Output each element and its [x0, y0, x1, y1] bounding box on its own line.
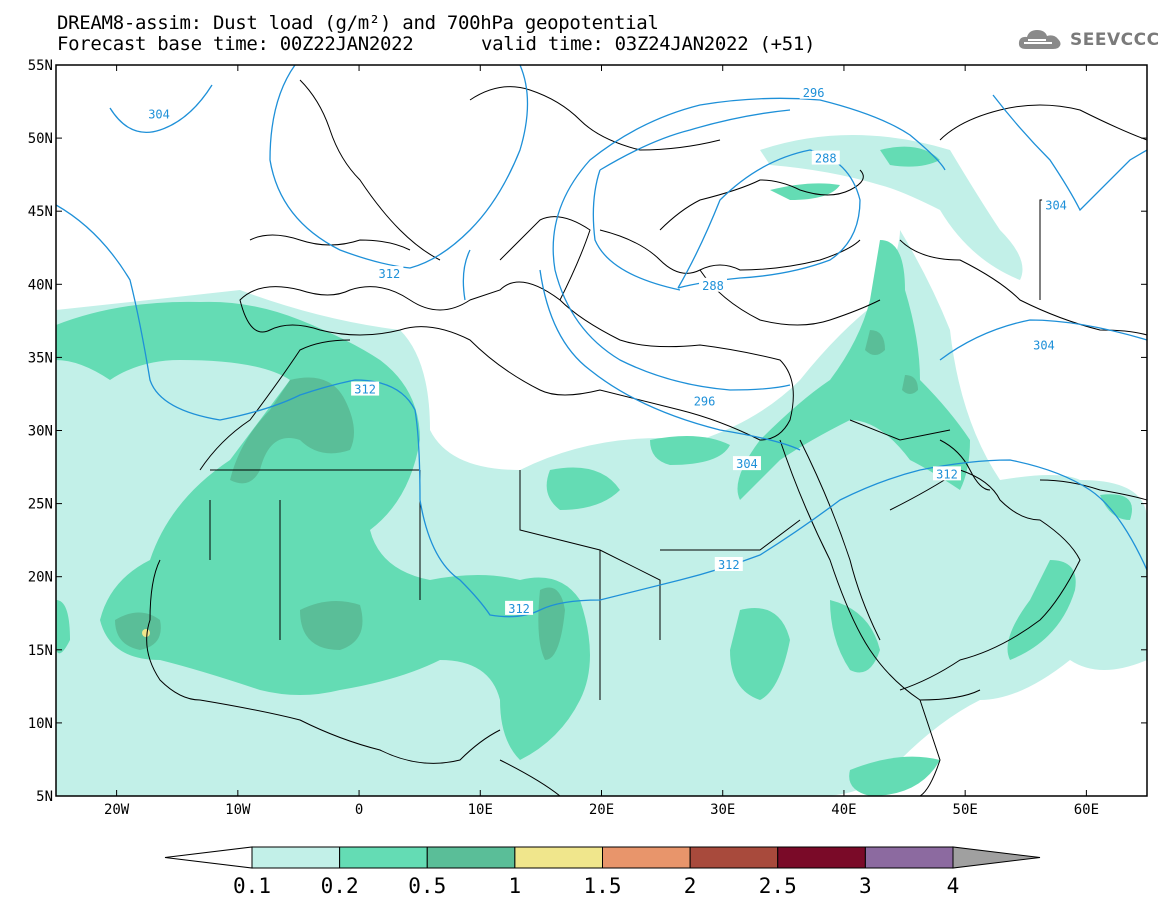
contour-288-west [592, 169, 681, 291]
contour-label: 312 [354, 383, 376, 397]
dust-shading-layer [56, 135, 1147, 796]
lon-label: 40E [831, 802, 856, 818]
contour-label: 296 [694, 394, 716, 408]
colorbar-swatch [602, 846, 691, 869]
colorbar-swatch [251, 846, 341, 869]
colorbar-label: 1 [509, 874, 522, 898]
contour-label-bg [699, 277, 728, 292]
colorbar-label: 4 [947, 874, 960, 898]
colorbar-swatch [514, 846, 603, 869]
seevccc-logo: SEEVCCC [1016, 26, 1160, 54]
contour-label-bg [690, 393, 719, 408]
contour-label: 312 [379, 267, 401, 281]
lon-label: 0 [355, 802, 363, 818]
contour-312-south [56, 204, 1147, 618]
longitude-axis: 20W 10W 0 10E 20E 30E 40E 50E 60E [104, 65, 1099, 818]
contour-304-east [992, 94, 1147, 212]
colorbar-over-arrow [952, 846, 1041, 869]
latitude-axis: 55N 50N 45N 40N 35N 30N 25N 20N 15N 10N 5N [28, 58, 1147, 805]
dust-light-areas [56, 135, 1147, 796]
lon-label: 10W [225, 802, 251, 818]
logo-text: SEEVCCC [1070, 30, 1160, 50]
contour-304-east-south [939, 319, 1147, 361]
contour-312-fragment [462, 249, 471, 301]
contour-296-north [552, 97, 946, 271]
lat-label: 55N [28, 58, 53, 74]
contour-label-bg [1029, 337, 1058, 352]
contour-label: 288 [702, 279, 724, 293]
contour-label: 312 [508, 602, 530, 616]
contour-labels: 304 312 312 288 296 288 296 304 312 312 312 304 304 [145, 84, 1071, 616]
colorbar-label: 0.5 [408, 874, 446, 898]
colorbar-label: 3 [859, 874, 872, 898]
colorbar-swatch [864, 846, 954, 869]
contour-304-central [539, 269, 801, 451]
contour-label-bg [375, 266, 404, 281]
lat-label: 50N [28, 131, 53, 147]
geopotential-contours [56, 65, 1147, 618]
cloud-icon [1018, 30, 1061, 49]
contour-label: 312 [718, 558, 740, 572]
colorbar-under-arrow [164, 846, 253, 869]
colorbar-swatch [689, 846, 779, 869]
lat-label: 10N [28, 716, 53, 732]
lon-label: 50E [953, 802, 978, 818]
lon-label: 30E [710, 802, 735, 818]
contour-label-bg [1042, 197, 1071, 212]
colorbar-label: 2.5 [759, 874, 797, 898]
contour-label-bg [351, 381, 380, 396]
colorbar: 0.1 0.2 0.5 1 1.5 2 2.5 3 4 [164, 846, 1041, 898]
contour-label-bg [732, 456, 761, 471]
contour-label: 304 [1045, 198, 1067, 212]
lat-label: 5N [36, 789, 53, 805]
dust-peak-area [142, 629, 150, 637]
contour-296-south [554, 269, 791, 391]
colorbar-swatch [426, 846, 516, 869]
contour-304-west [109, 84, 213, 134]
lat-label: 15N [28, 643, 53, 659]
lat-label: 45N [28, 204, 53, 220]
contour-label-bg [505, 600, 534, 615]
contour-296-arc [599, 109, 791, 171]
colorbar-swatch [777, 846, 866, 869]
colorbar-label: 0.1 [233, 874, 271, 898]
contour-label: 304 [1033, 339, 1055, 353]
contour-label: 296 [803, 86, 825, 100]
lat-label: 35N [28, 350, 53, 366]
lat-label: 20N [28, 570, 53, 586]
coastlines [146, 79, 1147, 796]
contour-label-bg [932, 466, 961, 481]
lon-label: 20W [104, 802, 130, 818]
contour-label-bg [714, 557, 743, 572]
lon-label: 20E [589, 802, 614, 818]
chart-title: DREAM8-assim: Dust load (g/m²) and 700hP… [57, 12, 659, 34]
contour-label: 288 [815, 152, 837, 166]
contour-label: 304 [736, 457, 758, 471]
contour-312-north [269, 65, 529, 269]
lon-label: 10E [468, 802, 493, 818]
lon-label: 60E [1074, 802, 1099, 818]
valid-time: valid time: 03Z24JAN2022 (+51) [481, 33, 816, 55]
forecast-base-time: Forecast base time: 00Z22JAN2022 [57, 33, 414, 55]
dust-medium-areas [56, 146, 1132, 796]
lat-label: 30N [28, 424, 53, 440]
contour-label: 304 [148, 108, 170, 122]
contour-label-bg [145, 106, 174, 121]
colorbar-label: 2 [684, 874, 697, 898]
contour-288 [677, 149, 861, 289]
contour-label-bg [811, 150, 840, 165]
lat-label: 25N [28, 497, 53, 513]
contour-label-bg [799, 84, 828, 99]
contour-label: 312 [936, 467, 958, 481]
lat-label: 40N [28, 277, 53, 293]
colorbar-label: 1.5 [584, 874, 622, 898]
colorbar-swatch [339, 846, 428, 869]
colorbar-label: 0.2 [321, 874, 359, 898]
